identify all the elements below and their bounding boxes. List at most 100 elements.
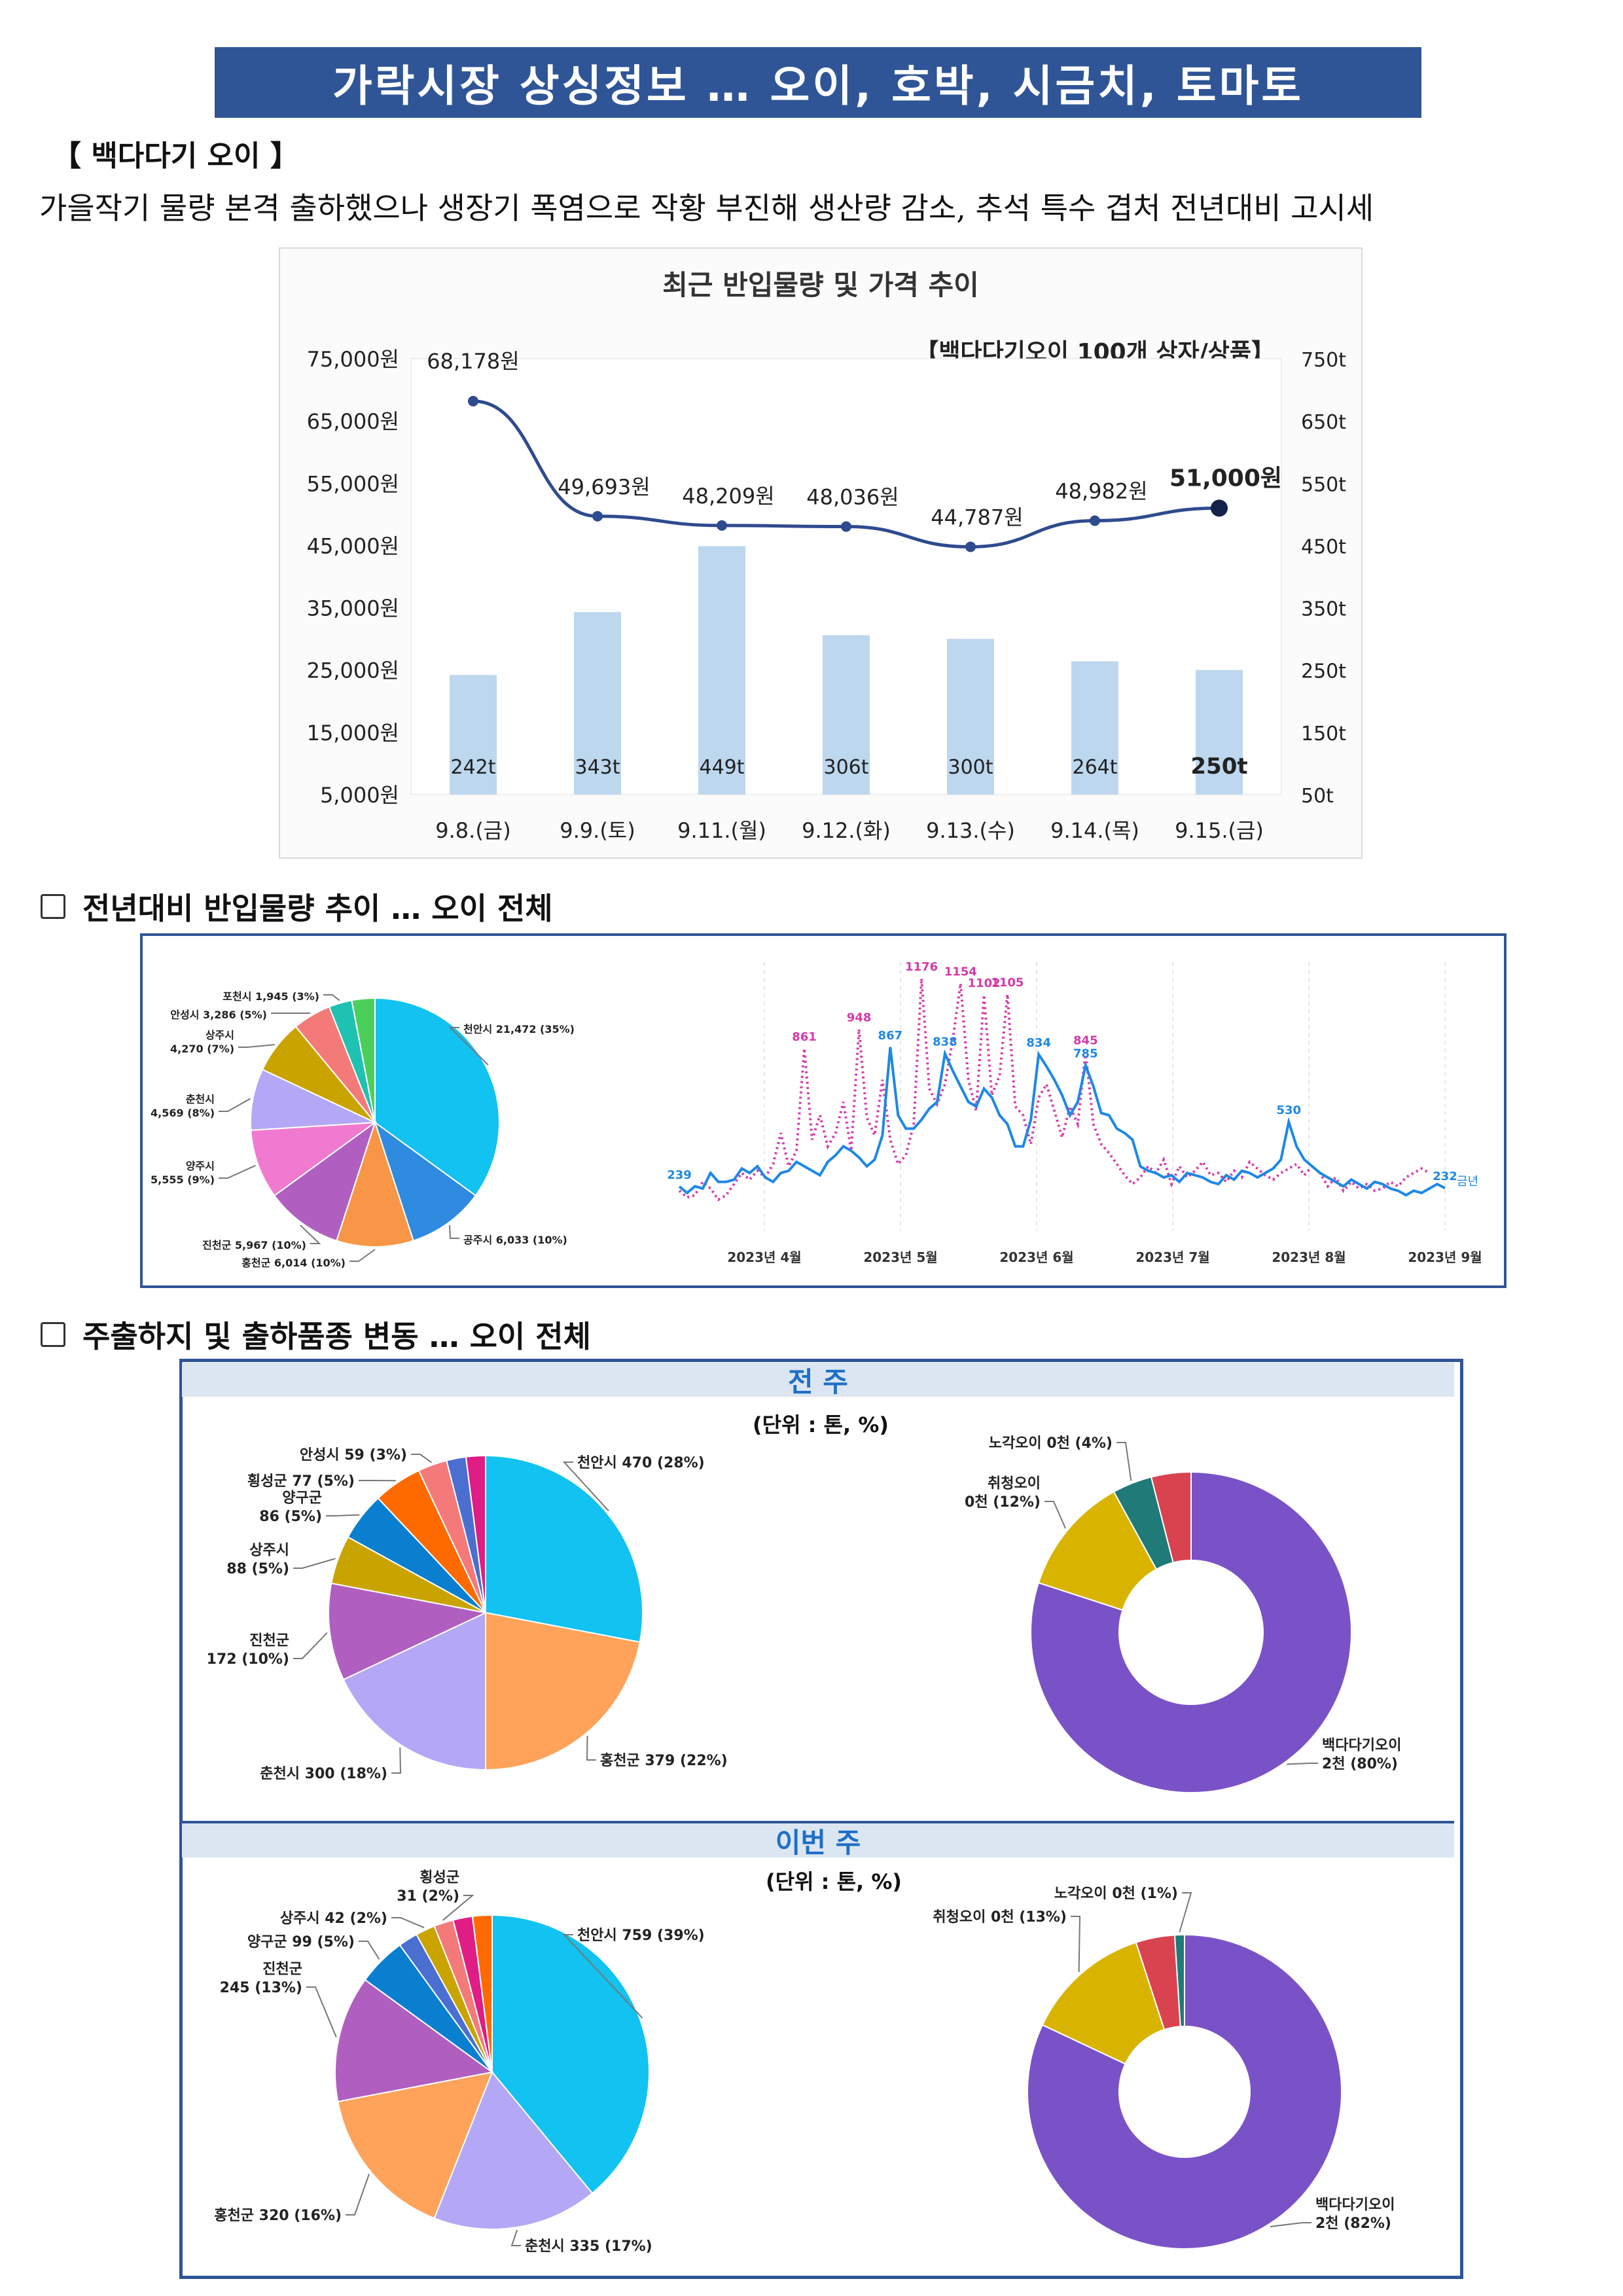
peak-label: 785 — [1073, 1047, 1098, 1061]
slice-label: 2천 (82%) — [1315, 2215, 1391, 2232]
section-origin-label: 주출하지 및 출하품종 변동 … 오이 전체 — [82, 1319, 591, 1354]
pie-slice — [273, 1121, 376, 1242]
peak-label: 1102 — [968, 977, 1001, 990]
slice-label: 천안시 470 (28%) — [577, 1455, 705, 1471]
slice-label: 진천군 5,967 (10%) — [202, 1239, 306, 1251]
leader-line — [411, 1454, 432, 1463]
prev-variety-donut: 백다다기오이 2천 (80%) 취청오이 0천 (12%) 노각오이 0천 (4%) — [965, 1435, 1401, 1793]
this-variety-donut: 백다다기오이 2천 (82%) 취청오이 0천 (13%) 노각오이 0천 (1%) — [933, 1886, 1395, 2250]
price-label: 68,178원 — [427, 349, 519, 374]
slice-label: 안성시 3,286 (5%) — [170, 1009, 267, 1021]
y-left-tick: 35,000원 — [307, 596, 399, 621]
section-yoy-label: 전년대비 반입물량 추이 … 오이 전체 — [82, 891, 553, 926]
peak-label: 867 — [878, 1029, 903, 1043]
leader-line — [359, 1941, 380, 1960]
volume-label: 300t — [948, 756, 993, 779]
y-left-tick: 55,000원 — [307, 471, 399, 496]
leader-line — [562, 1934, 643, 2019]
unit-label-prev: (단위 : 톤, %) — [753, 1412, 889, 1437]
slice-label: 춘천시 — [186, 1093, 215, 1105]
slice-label: 천안시 759 (39%) — [577, 1928, 705, 1944]
leader-line — [586, 1735, 596, 1761]
slice-label: 포천시 1,945 (3%) — [223, 990, 319, 1003]
y-left-tick: 75,000원 — [307, 347, 399, 372]
volume-label: 343t — [575, 756, 620, 779]
slice-label: 안성시 59 (3%) — [300, 1447, 407, 1463]
price-label: 49,693원 — [558, 475, 650, 499]
price-volume-chart: 최근 반입물량 및 가격 추이 【백다다기오이 100개 상자/상품】 75,000… — [279, 247, 1363, 859]
pie-slice — [1037, 1490, 1158, 1611]
volume-label: 264t — [1072, 756, 1117, 779]
peak-label: 948 — [847, 1011, 872, 1024]
price-point — [717, 520, 727, 531]
price-point — [1211, 499, 1228, 517]
pie-slice — [491, 1914, 650, 2195]
leader-line — [1116, 1442, 1132, 1481]
checkbox-icon — [41, 1322, 65, 1347]
slice-label: 상주시 — [205, 1029, 234, 1041]
y-right-tick: 150t — [1301, 723, 1346, 745]
y-right-tick: 250t — [1301, 660, 1346, 683]
this-origin-pie: 천안시 759 (39%) 춘천시 335 (17%) 홍천군 320 (16%) 진… — [214, 1869, 705, 2255]
yoy-line-svg: 2023년 4월 2023년 5월 2023년 6월 2023년 7월 2023년 8월… — [667, 960, 1482, 1265]
checkbox-icon — [41, 894, 65, 919]
price-point — [468, 395, 478, 406]
pie-slice — [1030, 1471, 1352, 1793]
pie-slice — [328, 1582, 488, 1681]
peak-label: 1105 — [991, 976, 1024, 990]
slice-label: 진천군 — [262, 1961, 302, 1977]
yoy-pie-svg: 천안시 21,472 (35%) 공주시 6,033 (10%) 홍천군 6,014… — [151, 990, 575, 1269]
peak-label: 845 — [1073, 1033, 1098, 1047]
pie-slice — [374, 1121, 477, 1242]
leader-line — [238, 1044, 275, 1048]
prev-origin-pie: 천안시 470 (28%) 홍천군 379 (22%) 춘천시 300 (18%) 진… — [207, 1447, 728, 1782]
slice-label: 172 (10%) — [207, 1651, 289, 1668]
price-label: 48,982원 — [1055, 479, 1147, 504]
volume-bar — [947, 639, 994, 795]
volume-bar — [574, 612, 621, 795]
slice-label: 취청오이 0천 (13%) — [933, 1909, 1067, 1926]
leader-line — [300, 1225, 321, 1244]
slice-label: 86 (5%) — [259, 1509, 322, 1525]
slice-label: 홍천군 6,014 (10%) — [241, 1257, 346, 1269]
y-left-tick: 15,000원 — [307, 721, 399, 745]
slice-label: 횡성군 — [419, 1869, 459, 1886]
volume-bar — [1196, 670, 1243, 795]
x-tick-label: 9.9.(토) — [560, 818, 635, 843]
slice-label: 취청오이 — [988, 1475, 1041, 1492]
volume-bar — [698, 546, 745, 795]
peak-label: 861 — [792, 1030, 817, 1044]
leader-line — [349, 1249, 376, 1262]
x-tick-label: 9.15.(금) — [1175, 818, 1264, 843]
unit-label-this: (단위 : 톤, %) — [766, 1869, 902, 1894]
leader-line — [391, 1747, 402, 1774]
price-point — [1090, 515, 1100, 526]
prev-year-line — [678, 978, 1431, 1202]
slice-label: 88 (5%) — [226, 1561, 289, 1577]
slice-label: 공주시 6,033 (10%) — [463, 1234, 567, 1246]
leader-line — [510, 2229, 521, 2246]
pie-slice — [250, 1068, 376, 1131]
peak-label: 1154 — [944, 965, 977, 979]
pie-slice — [1150, 1471, 1192, 1564]
pie-slice — [336, 1120, 414, 1247]
leader-line — [562, 1462, 609, 1512]
volume-label: 250t — [1190, 753, 1247, 780]
leader-line — [306, 1986, 337, 2038]
slice-label: 4,569 (8%) — [151, 1107, 215, 1119]
slice-label: 춘천시 300 (18%) — [260, 1766, 387, 1782]
slice-label: 5,555 (9%) — [151, 1174, 215, 1186]
slice-label: 양구군 — [282, 1490, 322, 1506]
pie-slice — [250, 1121, 378, 1197]
y-right-tick: 50t — [1301, 785, 1334, 808]
chart-title: 최근 반입물량 및 가격 추이 — [662, 269, 979, 301]
pie-slice — [337, 2071, 493, 2219]
slice-label: 홍천군 320 (16%) — [214, 2208, 342, 2224]
peak-label: 1176 — [905, 960, 938, 974]
x-tick-label: 2023년 4월 — [727, 1249, 801, 1265]
x-tick-label: 9.12.(화) — [802, 818, 891, 843]
pie-slice — [433, 2071, 594, 2230]
y-left-tick: 25,000원 — [307, 658, 399, 683]
price-point — [965, 541, 976, 552]
leader-line — [1071, 1916, 1081, 1972]
